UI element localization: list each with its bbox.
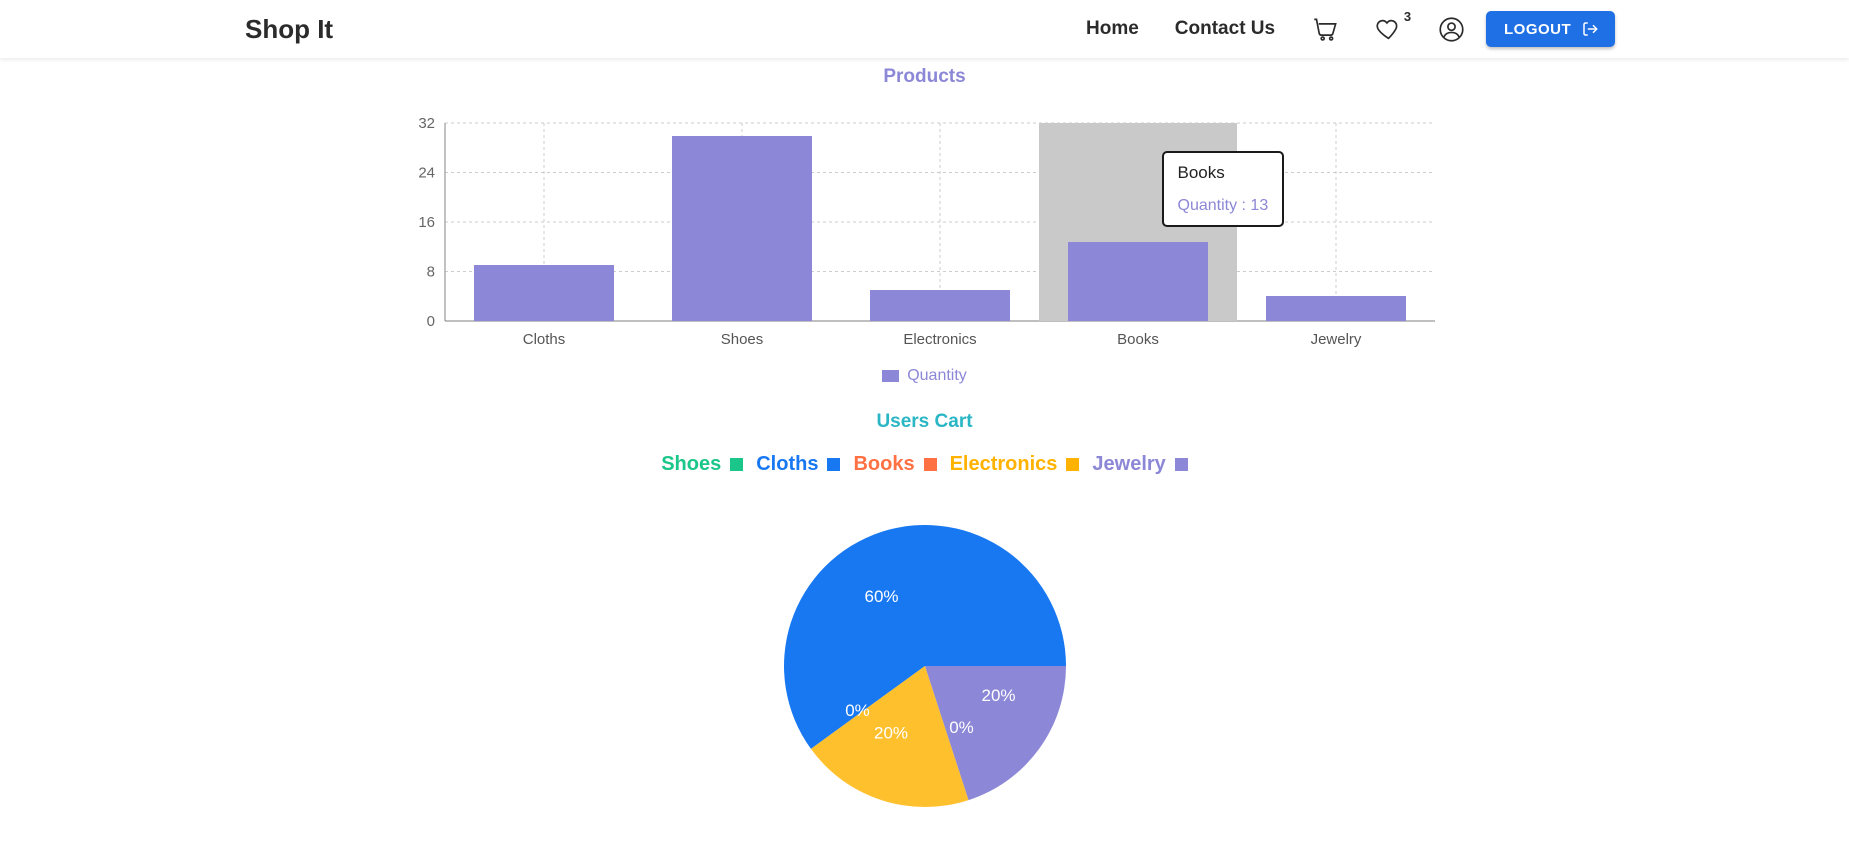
- svg-text:0%: 0%: [845, 701, 870, 720]
- svg-text:16: 16: [418, 214, 435, 231]
- svg-text:24: 24: [418, 165, 435, 182]
- svg-text:20%: 20%: [873, 724, 907, 743]
- svg-text:Shoes: Shoes: [720, 331, 763, 348]
- svg-text:60%: 60%: [864, 587, 898, 606]
- svg-text:Books: Books: [1117, 331, 1159, 348]
- svg-text:Electronics: Electronics: [903, 331, 976, 348]
- svg-text:0: 0: [426, 313, 434, 330]
- svg-text:Jewelry: Jewelry: [1310, 331, 1361, 348]
- svg-text:Cloths: Cloths: [522, 331, 565, 348]
- svg-text:32: 32: [418, 115, 435, 132]
- svg-text:20%: 20%: [981, 686, 1015, 705]
- svg-text:8: 8: [426, 264, 434, 281]
- svg-text:0%: 0%: [949, 718, 974, 737]
